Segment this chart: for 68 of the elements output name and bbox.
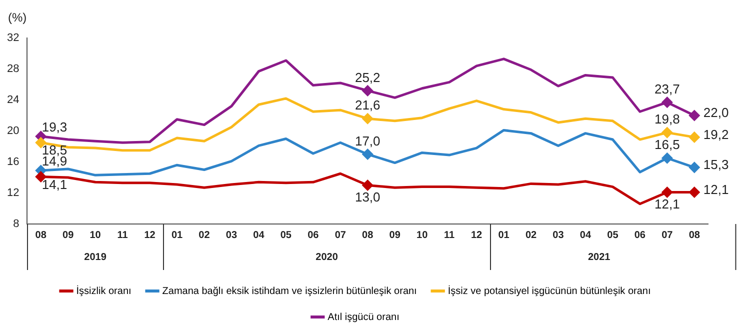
data-label: 14,1: [42, 176, 68, 192]
x-tick-label: 04: [253, 230, 265, 241]
data-label: 19,2: [703, 126, 729, 142]
data-label: 12,1: [654, 196, 680, 212]
x-tick-label: 02: [198, 230, 210, 241]
text: 2021: [588, 252, 611, 263]
text: 2019: [84, 252, 107, 263]
x-tick-label: 11: [117, 230, 128, 241]
data-label: 25,2: [354, 70, 380, 85]
x-tick-label: 07: [334, 230, 346, 241]
data-label: 18,5: [42, 142, 68, 158]
point: [689, 186, 700, 198]
point: [362, 149, 373, 160]
x-tick-label: 03: [226, 230, 238, 241]
y-axis-title: (%): [8, 10, 27, 24]
data-label: 12,1: [703, 182, 729, 197]
point: [662, 97, 672, 108]
point: [362, 113, 373, 124]
point: [662, 152, 672, 164]
text: 2020: [316, 252, 338, 263]
data-label: 19,8: [654, 112, 680, 127]
data-label: 13,0: [354, 189, 380, 204]
data-label: 15,3: [703, 157, 729, 172]
point: [689, 132, 700, 142]
x-tick-label: 09: [389, 230, 401, 241]
y-tick-label: 8: [13, 218, 20, 230]
x-tick-label: 08: [688, 230, 700, 241]
x-tick-label: 04: [580, 230, 592, 241]
legend-label: İşsizlik oranı: [76, 284, 132, 297]
x-tick-label: 01: [498, 230, 510, 241]
y-tick-label: 28: [6, 63, 20, 76]
data-label: 21,6: [354, 98, 380, 113]
legend-label: Atıl işgücü oranı: [328, 312, 400, 323]
legend-label: Zamana bağlı eksik istihdam ve işsizlerin bütünleşik oranı: [162, 286, 417, 297]
point: [689, 162, 700, 173]
data-label: 17,0: [354, 133, 380, 148]
x-tick-label: 10: [90, 230, 102, 241]
point: [662, 186, 672, 198]
x-tick-label: 01: [171, 230, 184, 241]
data-label: 19,3: [42, 120, 68, 135]
legend-label: İşsiz ve potansiyel işgücünün bütünleşik oranı: [448, 284, 651, 297]
x-tick-label: 05: [607, 230, 619, 241]
point: [662, 127, 672, 138]
x-tick-label: 03: [552, 230, 564, 241]
data-label: 16,5: [654, 137, 680, 152]
x-tick-label: 12: [470, 230, 483, 241]
data-label: 23,7: [654, 81, 680, 96]
x-tick-label: 09: [62, 230, 74, 241]
point: [36, 171, 46, 182]
data-label: 22,0: [703, 105, 729, 120]
x-tick-label: 08: [362, 230, 374, 241]
x-tick-label: 06: [634, 230, 646, 241]
point: [689, 110, 700, 121]
x-tick-label: 02: [525, 230, 537, 241]
y-tick-label: 16: [6, 156, 20, 168]
x-tick-label: 07: [662, 230, 674, 241]
x-tick-label: 10: [416, 230, 428, 241]
x-tick-label: 12: [144, 230, 156, 241]
y-tick-label: 24: [6, 94, 20, 106]
point: [362, 180, 373, 190]
x-tick-label: 05: [280, 230, 292, 241]
y-tick-label: 20: [6, 125, 20, 138]
y-tick-label: 12: [6, 187, 20, 200]
point: [362, 85, 373, 96]
x-tick-label: 08: [35, 230, 47, 241]
y-tick-label: 32: [6, 32, 20, 44]
x-tick-label: 06: [308, 230, 320, 241]
x-tick-label: 11: [444, 230, 456, 241]
